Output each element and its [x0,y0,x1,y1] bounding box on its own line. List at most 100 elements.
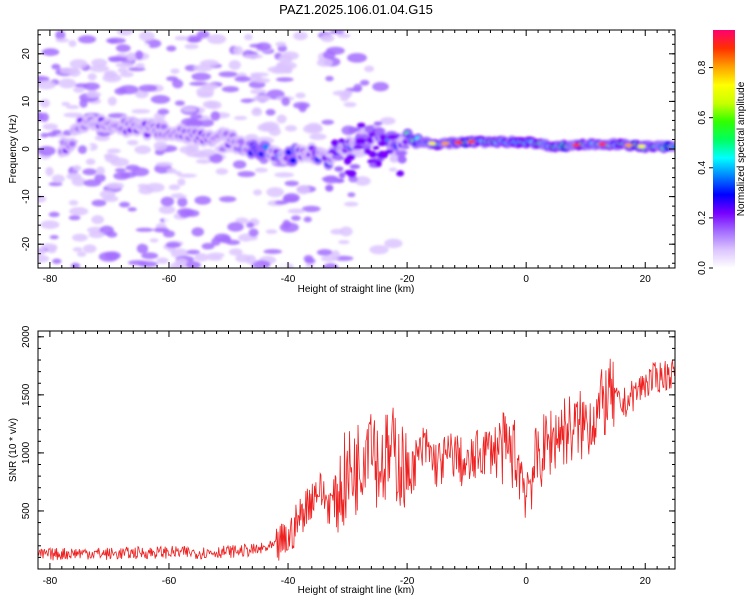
x-tick-label: 20 [640,274,652,285]
spectrogram-cell [321,255,338,262]
spectrogram-cell [141,252,159,260]
spectrogram-cell [88,231,105,239]
spectrogram-cell [117,67,129,73]
spectrogram-cell [107,96,117,106]
spectrogram-cell [59,67,78,75]
spectrogram-cell [398,150,407,156]
spectrogram-cell [249,100,266,111]
spectrogram-cell [355,137,367,145]
spectrogram-cell [78,35,97,44]
spectrogram-cell [156,257,169,264]
spectrogram-cell [166,168,177,174]
spectrogram-cell [305,263,315,268]
spectrogram-cell [83,179,102,187]
spectrogram-y-axis-label: Frequency (Hz) [8,115,19,184]
spectrogram-cell [282,219,291,229]
spectrogram-cell [301,205,321,213]
spectrogram-cell [277,44,288,53]
spectrogram-cell [378,133,387,141]
spectrogram-cell [359,79,370,86]
spectrogram-cell [131,108,151,114]
spectrogram-cell [72,233,88,242]
spectrogram-cell [246,222,255,229]
spectrogram-cell [357,122,366,129]
spectrogram-cell [364,125,374,133]
snr-panel: -80 -60 -40 -20 0 20 500 1000 1500 2000 Height o… [8,325,676,596]
spectrogram-cell [40,220,60,229]
spectrogram-cell [89,64,110,73]
spectrogram-peak [428,141,437,146]
spectrogram-cell [38,247,47,255]
spectrogram-cell [153,227,170,233]
spectrogram-cell [126,52,136,62]
spectrogram-cell [265,109,276,116]
spectrogram-cell [82,168,97,176]
spectrogram-cell [118,201,131,208]
spectrogram-cell [141,42,150,51]
spectrogram-cell [252,94,271,102]
spectrogram-cell [227,222,244,232]
spectrogram-cell [82,82,100,91]
spectrogram-cell [150,95,171,104]
spectrogram-cell [237,138,245,145]
x-tick-label: 0 [523,576,529,587]
spectrogram-cell [116,30,133,36]
spectrogram-cell [281,97,290,106]
spectrogram-cell [336,33,351,38]
spectrogram-cell [325,75,334,82]
spectrogram-cell [207,252,225,258]
spectrogram-cell [41,47,60,56]
colorbar-tick-label: 0.6 [697,110,708,124]
spectrogram-cell [38,145,56,156]
snr-y-axis-label: SNR (10 * v/v) [8,418,19,482]
spectrogram-cell [350,149,361,156]
spectrogram-cell [181,106,197,113]
spectrogram-cell [331,139,339,147]
spectrogram-cell [177,197,188,208]
spectrogram-cell [135,50,144,60]
spectrogram-cell [76,251,87,257]
spectrogram-cell [275,41,287,47]
y-tick-label: 10 [21,95,32,107]
spectrogram-cell [195,159,212,164]
spectrogram-cell [384,238,403,249]
spectrogram-cell [196,86,215,97]
spectrogram-cell [368,221,389,229]
spectrogram-cell [324,153,334,158]
spectrogram-cell [126,139,139,146]
spectrogram-cell [47,245,57,254]
spectrogram-cell [198,119,214,127]
x-tick-label: -20 [400,274,415,285]
spectrogram-cell [83,244,97,254]
spectrogram-cell [49,235,59,240]
spectrogram-cell [344,170,355,175]
spectrogram-cell [243,54,264,59]
spectrogram-cell [139,31,155,42]
chart-title: PAZ1.2025.106.01.04.G15 [279,2,433,17]
spectrogram-cell [39,112,49,122]
spectrogram-cell [219,196,237,203]
spectrogram-cell [369,245,389,255]
spectrogram-cell [275,77,294,82]
spectrogram-cell [329,30,345,35]
spectrogram-cell [71,177,87,187]
spectrogram-peak [467,140,476,144]
spectrogram-cell [42,123,59,130]
spectrogram-cell [334,166,344,172]
spectrogram-peak [441,141,450,146]
spectrogram-cell [174,258,189,268]
spectrogram-cell [291,215,301,221]
spectrogram-cell [149,238,159,243]
spectrogram-cell [339,226,353,237]
spectrogram-cell [298,104,307,113]
spectrogram-cell [68,40,77,48]
spectrogram-cell [338,240,350,245]
spectrogram-cell [347,52,367,63]
spectrogram-cell [228,248,243,256]
spectrogram-cell [219,235,232,244]
spectrogram-peak [454,140,463,145]
spectrogram-cell [374,127,385,136]
spectrogram-cell [118,85,139,95]
spectrogram-cell [234,124,253,134]
spectrogram-cell [68,140,76,147]
